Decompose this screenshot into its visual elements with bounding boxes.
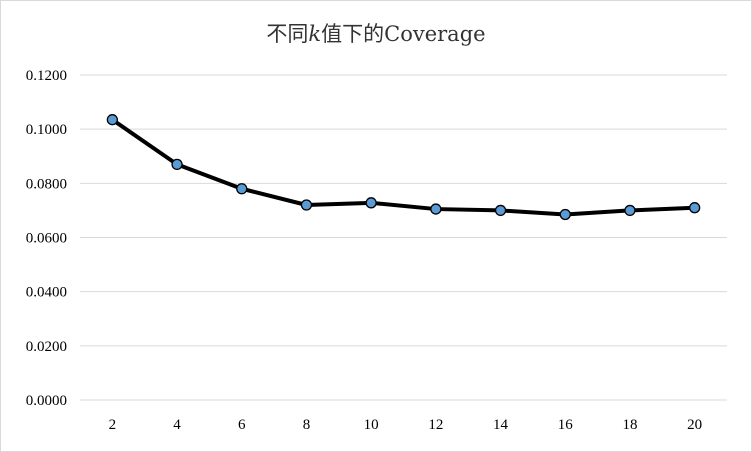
x-tick-label: 20 bbox=[687, 417, 702, 433]
y-tick-label: 0.1000 bbox=[26, 122, 67, 138]
y-tick-label: 0.0000 bbox=[26, 393, 67, 409]
y-tick-label: 0.0600 bbox=[26, 231, 67, 247]
x-tick-label: 14 bbox=[493, 417, 509, 433]
y-tick-label: 0.0400 bbox=[26, 285, 67, 301]
y-tick-label: 0.0200 bbox=[26, 339, 67, 355]
data-point bbox=[559, 208, 571, 221]
data-point bbox=[430, 203, 442, 215]
data-point bbox=[624, 204, 636, 217]
data-point bbox=[300, 199, 313, 211]
x-tick-label: 18 bbox=[622, 417, 637, 433]
data-point bbox=[171, 158, 183, 171]
x-tick-label: 12 bbox=[428, 417, 443, 433]
title-suffix: 值下的Coverage bbox=[321, 22, 486, 46]
x-tick-label: 10 bbox=[364, 417, 379, 433]
series-line bbox=[110, 117, 697, 217]
data-point bbox=[494, 204, 507, 217]
x-tick-label: 8 bbox=[303, 417, 311, 433]
data-point bbox=[106, 114, 118, 126]
title-prefix: 不同 bbox=[266, 22, 309, 46]
x-tick-label: 4 bbox=[173, 417, 181, 433]
data-point bbox=[689, 202, 701, 214]
x-tick-label: 6 bbox=[238, 417, 246, 433]
data-point bbox=[365, 197, 377, 209]
x-tick-label: 16 bbox=[558, 417, 574, 433]
data-point bbox=[236, 183, 248, 195]
y-tick-label: 0.0800 bbox=[26, 176, 67, 192]
chart-title: 不同k值下的Coverage bbox=[0, 18, 752, 48]
x-tick-label: 2 bbox=[109, 417, 117, 433]
title-k-variable: k bbox=[308, 22, 322, 46]
y-tick-label: 0.1200 bbox=[26, 68, 67, 84]
